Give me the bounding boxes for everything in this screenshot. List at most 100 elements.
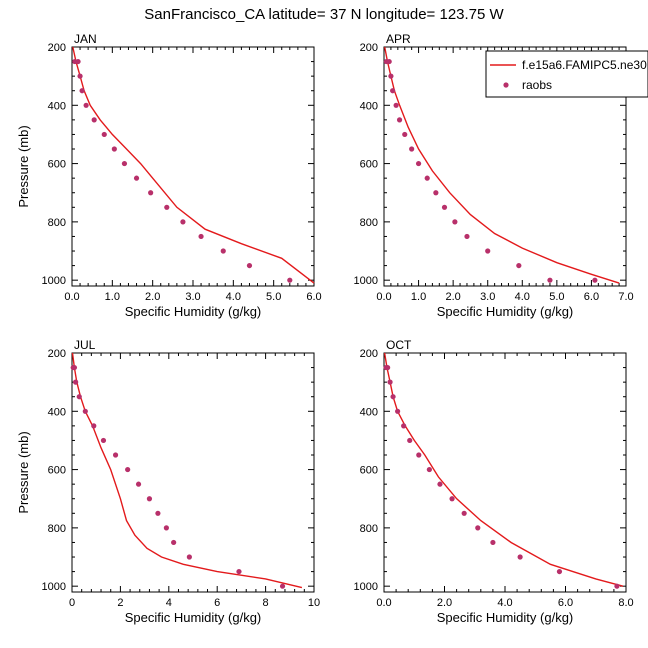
oct-raobs-point [390,394,396,400]
page-title: SanFrancisco_CA latitude= 37 N longitude… [144,6,504,23]
jan-raobs-point [83,102,89,108]
jan-xtick-label: 6.0 [306,291,321,303]
apr-raobs-point [393,102,399,108]
apr-raobs-point [441,204,448,210]
jan-ytick-label: 600 [48,159,66,171]
jan-model-line [72,46,315,284]
jul-raobs-point [82,408,88,414]
oct-ytick-label: 1000 [354,581,378,593]
legend-raobs-label: raobs [522,78,552,92]
apr-raobs-point [516,262,522,269]
apr-ytick-label: 1000 [354,275,378,287]
jul-raobs-point [73,379,79,385]
apr-ytick-label: 200 [360,42,378,54]
apr-model-line [384,46,620,284]
apr-raobs-point [402,131,408,138]
jan-raobs-point [111,146,117,152]
jan-raobs-point [198,233,204,240]
jan-ytick-label: 800 [48,217,66,229]
jul-ytick-label: 800 [48,523,66,535]
apr-raobs-point [485,248,491,254]
apr-ytick-label: 400 [360,100,378,112]
jan-raobs-point [148,190,154,196]
jan-raobs-point [287,277,293,283]
apr-xtick-label: 4.0 [515,291,530,303]
oct-raobs-point [387,379,393,385]
jan-panel-label: JAN [74,32,97,46]
apr-xtick-label: 5.0 [549,291,564,303]
jul-raobs-point [186,554,192,560]
apr-raobs-point [390,88,396,94]
jul-ytick-label: 600 [48,465,66,477]
jul-raobs-point [236,568,242,575]
jan-ytick-label: 200 [48,42,66,54]
apr-raobs-point [415,160,422,167]
jan-raobs-point [220,248,226,254]
legend-raobs-swatch [503,82,509,88]
jan-raobs-point [133,175,140,181]
jul-x-axis-label: Specific Humidity (g/kg) [125,610,262,625]
apr-xtick-label: 3.0 [480,291,495,303]
jul-plot-frame [71,352,315,593]
apr-plot-frame [383,46,627,287]
jul-raobs-point [163,525,169,531]
jan-xtick-label: 4.0 [226,291,241,303]
jul-xtick-label: 6 [214,597,220,609]
apr-xtick-label: 7.0 [618,291,633,303]
jan-raobs-point [246,262,253,269]
jan-raobs-point [164,204,170,210]
oct-raobs-point [437,481,443,487]
oct-raobs-point [556,568,563,575]
jul-xtick-label: 10 [308,597,320,609]
oct-panel-label: OCT [386,338,412,352]
apr-ytick-label: 600 [360,159,378,171]
jan-raobs-point [180,219,186,225]
apr-raobs-point [464,233,470,240]
apr-raobs-point [409,146,415,152]
jul-model-line [71,352,303,589]
jan-xtick-label: 5.0 [266,291,281,303]
oct-raobs-point [395,408,401,414]
jan-x-axis-label: Specific Humidity (g/kg) [125,304,262,319]
jan-y-axis-label: Pressure (mb) [16,125,31,207]
oct-ytick-label: 800 [360,523,378,535]
oct-raobs-point [426,466,432,473]
oct-raobs-point [517,554,523,560]
oct-ytick-label: 400 [360,406,378,418]
jul-raobs-point [155,510,161,516]
jan-xtick-label: 0.0 [64,291,79,303]
jan-plot-frame [71,46,315,287]
jul-raobs-point [112,452,119,458]
apr-raobs-point [452,219,458,225]
jul-xtick-label: 0 [69,597,75,609]
apr-raobs-point [547,277,553,283]
jul-raobs-point [146,496,153,502]
oct-x-axis-label: Specific Humidity (g/kg) [437,610,574,625]
apr-raobs-point [386,58,392,65]
oct-raobs-point [401,423,407,429]
apr-xtick-label: 6.0 [584,291,599,303]
jul-ytick-label: 1000 [42,581,66,593]
jul-raobs-point [91,423,97,429]
jul-raobs-point [171,539,177,546]
oct-raobs-point [490,539,496,546]
oct-xtick-label: 6.0 [558,597,573,609]
oct-raobs-point [461,510,467,516]
oct-raobs-point [407,437,413,444]
jan-xtick-label: 2.0 [145,291,160,303]
oct-xtick-label: 4.0 [497,597,512,609]
legend-box [485,50,648,98]
apr-raobs-point [396,117,403,123]
apr-x-axis-label: Specific Humidity (g/kg) [437,304,574,319]
jan-ytick-label: 400 [48,100,66,112]
jan-raobs-point [101,131,107,138]
apr-raobs-point [592,277,598,283]
jul-xtick-label: 8 [263,597,269,609]
jul-panel-label: JUL [74,338,96,352]
jan-raobs-point [77,73,83,79]
jul-ytick-label: 200 [48,348,66,360]
apr-raobs-point [424,175,430,181]
apr-xtick-label: 0.0 [376,291,391,303]
oct-ytick-label: 200 [360,348,378,360]
